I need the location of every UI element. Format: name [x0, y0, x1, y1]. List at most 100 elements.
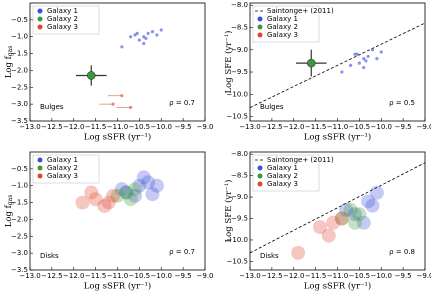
data-point: [366, 54, 370, 59]
x-tick-label: −13.0: [19, 272, 40, 280]
data-point: [142, 41, 146, 46]
data-point: [355, 52, 359, 56]
x-tick-label: −11.5: [85, 123, 106, 131]
y-tick-label: −8.0: [231, 1, 248, 9]
data-point: [349, 63, 353, 67]
x-tick-label: −13.0: [239, 123, 260, 131]
rho-label: ρ = 0.5: [389, 99, 415, 107]
data-point: [106, 188, 121, 203]
legend-swatch: [37, 24, 43, 30]
y-tick-label: −3.5: [11, 266, 28, 274]
data-point: [321, 228, 336, 243]
data-point: [340, 70, 344, 74]
x-axis-label: Log sSFR (yr⁻¹): [304, 281, 371, 292]
y-tick-label: −1.0: [11, 182, 28, 190]
legend-label: Saintonge+ (2011): [267, 156, 334, 164]
x-tick-label: −9.0: [197, 272, 214, 280]
legend-label: Saintonge+ (2011): [267, 7, 334, 15]
y-axis-label-main: Log f: [4, 55, 14, 78]
data-point: [144, 36, 148, 41]
x-axis-label: Log sSFR (yr⁻¹): [304, 132, 371, 143]
data-point: [84, 185, 99, 200]
data-point: [348, 207, 362, 222]
legend-swatch: [257, 32, 263, 38]
data-point: [352, 207, 367, 222]
x-tick-label: −11.5: [305, 123, 326, 131]
data-point: [149, 178, 164, 193]
y-tick-label: −9.0: [231, 193, 248, 201]
x-tick-label: −11.0: [107, 123, 128, 131]
x-tick-label: −10.5: [129, 272, 150, 280]
data-point: [362, 65, 366, 70]
panel-label: Bulges: [40, 103, 64, 111]
data-point: [128, 182, 142, 197]
x-tick-label: −9.5: [175, 123, 192, 131]
y-tick-label: −8.5: [231, 23, 248, 31]
legend-swatch: [257, 24, 263, 30]
y-tick-label: −8.5: [231, 172, 248, 180]
y-tick-label: −10.5: [227, 113, 248, 121]
x-tick-label: −11.0: [327, 123, 348, 131]
y-axis-label-main: Log SFE (yr⁻¹): [223, 180, 234, 243]
y-tick-label: −0.5: [11, 16, 28, 24]
x-tick-label: −9.0: [417, 272, 431, 280]
x-tick-label: −12.0: [283, 272, 304, 280]
data-point: [306, 58, 316, 68]
x-tick-label: −10.5: [349, 123, 370, 131]
y-axis-label-main: Log f: [4, 204, 14, 227]
panel-label: Disks: [260, 252, 279, 260]
x-tick-label: −9.5: [395, 272, 412, 280]
data-point: [135, 31, 139, 35]
y-tick-label: −2.0: [11, 66, 28, 74]
y-axis-label-sub: gas: [7, 195, 14, 206]
legend-label: Galaxy 1: [47, 7, 78, 15]
x-tick-label: −11.5: [85, 272, 106, 280]
data-point: [75, 195, 90, 210]
x-tick-label: −12.5: [41, 272, 62, 280]
data-point: [97, 198, 112, 213]
x-tick-label: −12.0: [63, 272, 84, 280]
legend-box: [252, 154, 320, 192]
legend-label: Galaxy 3: [267, 180, 298, 188]
data-point: [291, 245, 306, 260]
y-axis-label: Log fgas: [4, 46, 14, 79]
panel: −13.0 −12.5 −12.0 −11.5 −11.0 −10.5 −10.0 −9.5−…: [4, 2, 214, 143]
legend-label: Galaxy 2: [47, 164, 78, 172]
x-tick-label: −11.5: [305, 272, 326, 280]
data-point: [155, 33, 159, 37]
data-point: [334, 211, 349, 226]
data-point: [356, 215, 371, 230]
data-point: [365, 198, 380, 213]
data-point: [326, 215, 341, 230]
legend-swatch: [257, 16, 263, 22]
y-tick-label: −3.0: [11, 249, 28, 257]
y-tick-label: −2.5: [11, 83, 28, 91]
x-tick-label: −12.0: [63, 123, 84, 131]
data-point: [313, 220, 327, 235]
y-tick-label: −3.5: [11, 117, 28, 125]
y-tick-label: −10.0: [227, 90, 248, 98]
legend-label: Galaxy 3: [47, 23, 78, 31]
data-point: [379, 50, 383, 54]
data-point: [136, 170, 151, 185]
panel: −13.0 −12.5 −12.0 −11.5 −11.0 −10.5 −10.0 −9.5−…: [223, 1, 431, 142]
x-tick-label: −13.0: [239, 272, 260, 280]
x-tick-label: −12.0: [283, 123, 304, 131]
legend-swatch: [37, 8, 43, 14]
rho-label: ρ = 0.8: [389, 248, 415, 256]
data-point: [375, 57, 379, 61]
y-tick-label: −9.0: [231, 46, 248, 54]
legend-label: Galaxy 2: [267, 23, 298, 31]
x-tick-label: −12.5: [41, 123, 62, 131]
reference-line: [249, 22, 426, 109]
legend-swatch: [37, 16, 43, 22]
data-point: [146, 31, 150, 35]
legend-label: Galaxy 3: [267, 31, 298, 39]
legend-label: Galaxy 1: [267, 15, 298, 23]
y-axis-label: Log SFE (yr⁻¹): [223, 31, 234, 94]
y-tick-label: −9.5: [231, 68, 248, 76]
